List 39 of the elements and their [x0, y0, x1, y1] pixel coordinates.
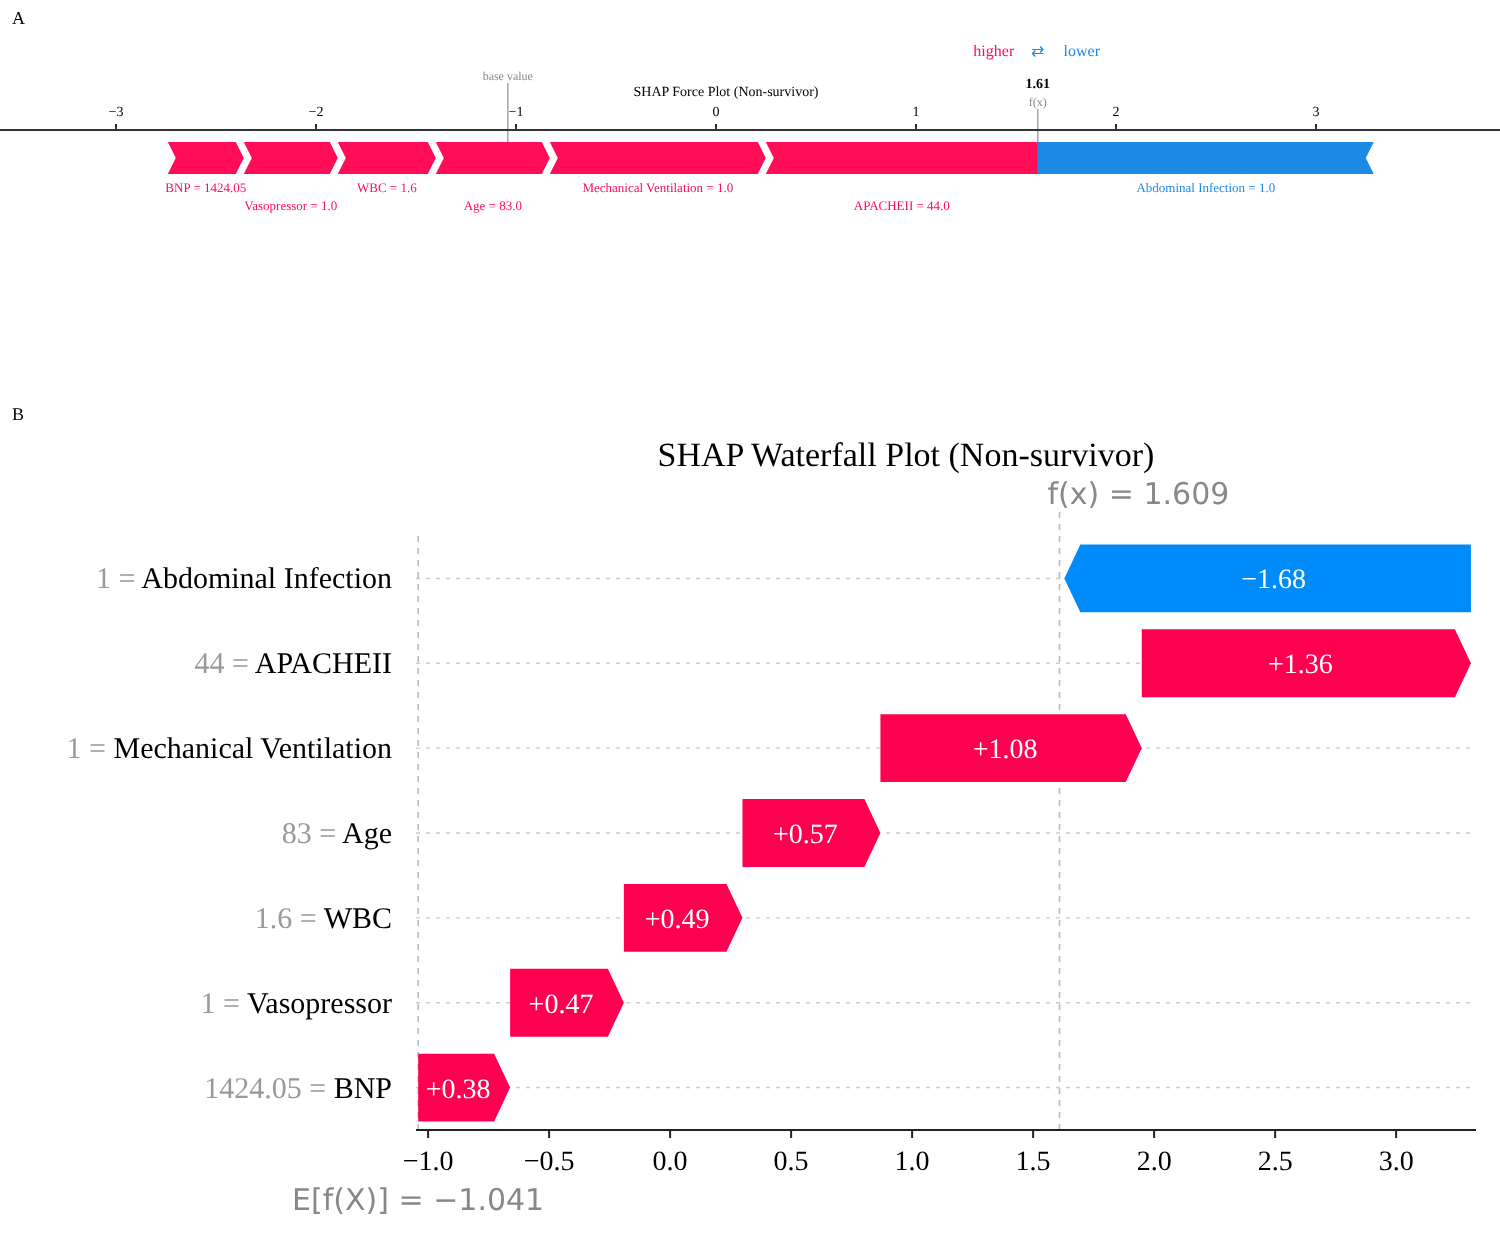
data-label: +1.36: [1267, 651, 1333, 682]
x-tick-label: 0.0: [652, 1148, 688, 1178]
data-label: +0.49: [644, 905, 710, 936]
text: A: [12, 8, 26, 28]
bar: [880, 714, 1142, 783]
x-tick-label: 3.0: [1378, 1148, 1414, 1178]
chart-title: SHAP Waterfall Plot (Non-survivor): [657, 436, 1155, 474]
bar: [623, 883, 743, 952]
y-tick-label: 44 = APACHEII: [194, 649, 392, 682]
text: B: [12, 404, 25, 424]
bar: [1141, 629, 1471, 698]
text: ⇄: [1030, 42, 1045, 60]
y-tick-label: 83 = Age: [281, 819, 393, 851]
data-label: +0.57: [773, 821, 838, 851]
data-label: +0.38: [425, 1075, 491, 1106]
y-tick-label: 1 = Abdominal Infection: [95, 564, 393, 597]
y-tick-label: 1 = Mechanical Ventilation: [66, 734, 393, 767]
y-tick-label: 1.6 = WBC: [254, 903, 392, 936]
ref-line-label: f(x) = 1.609: [1047, 476, 1230, 512]
data-label: +1.08: [972, 736, 1038, 767]
text: higher: [973, 42, 1015, 60]
x-tick-label: −0.5: [523, 1148, 575, 1178]
data-label: −1.68: [1241, 566, 1307, 597]
x-tick-label: 1.5: [1015, 1148, 1051, 1178]
bar: [742, 799, 881, 867]
text: lower: [1063, 42, 1101, 60]
bar: [1064, 544, 1471, 613]
bar: [765, 142, 1038, 174]
data-label: +0.47: [528, 990, 594, 1021]
x-tick-label: 2.0: [1136, 1148, 1172, 1178]
y-tick-label: 1424.05 = BNP: [204, 1073, 392, 1106]
x-tick-label: 0.5: [773, 1148, 809, 1178]
y-tick-label: 1 = Vasopressor: [200, 988, 392, 1021]
ref-line-label: E[f(X)] = −1.041: [292, 1182, 545, 1218]
bar: [549, 142, 766, 174]
x-tick-label: 1.0: [894, 1148, 930, 1178]
x-tick-label: 2.5: [1257, 1148, 1293, 1178]
x-tick-label: −1.0: [402, 1148, 454, 1178]
bar: [1037, 142, 1374, 174]
